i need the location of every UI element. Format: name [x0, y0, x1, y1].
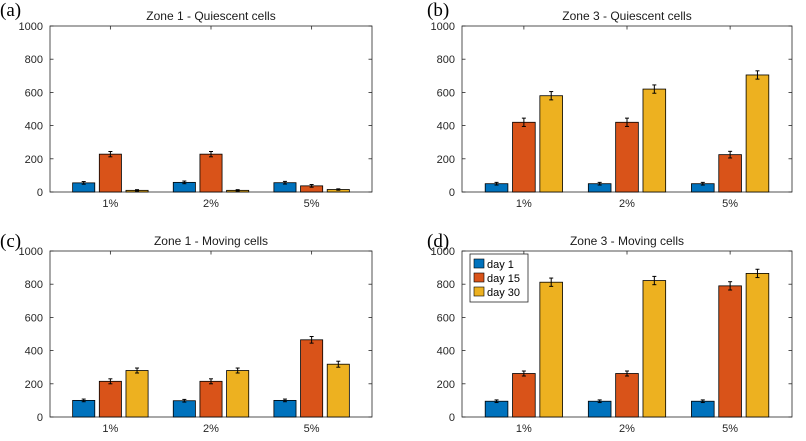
- panel-label: (d): [427, 231, 449, 252]
- y-tick-label: 0: [37, 187, 43, 199]
- bar-day-15-5pct: [300, 339, 324, 418]
- x-tick-label: 2%: [619, 423, 635, 435]
- x-tick-label: 5%: [304, 198, 320, 210]
- panel-title: Zone 1 - Moving cells: [154, 234, 268, 248]
- y-tick-label: 1000: [431, 246, 455, 258]
- y-tick-label: 1000: [19, 246, 43, 258]
- y-tick-label: 200: [437, 154, 455, 166]
- panel-label: (a): [0, 0, 21, 21]
- y-tick-label: 600: [437, 312, 455, 324]
- bar-day-1-1pct: [72, 399, 96, 418]
- y-tick-label: 800: [437, 54, 455, 66]
- x-tick-label: 1%: [516, 198, 532, 210]
- bar-day-15-1pct: [512, 373, 536, 418]
- y-tick-label: 800: [25, 54, 43, 66]
- panel-label: (c): [0, 231, 21, 252]
- y-tick-label: 400: [437, 346, 455, 358]
- bar-day-15-1pct: [98, 380, 122, 418]
- x-tick-label: 1%: [102, 198, 118, 210]
- y-tick-label: 600: [25, 87, 43, 99]
- legend-label: day 30: [487, 287, 520, 299]
- x-tick-label: 2%: [203, 198, 219, 210]
- bar-day-1-2pct: [587, 400, 612, 418]
- panel-title: Zone 1 - Quiescent cells: [146, 9, 275, 23]
- bar-day-30-2pct: [642, 280, 667, 418]
- y-tick-label: 0: [449, 412, 455, 424]
- chart-panel-4: 0 200 400 600 800 1000 1% 2% 5% Zone 3 - Moving c…: [427, 231, 793, 435]
- y-tick-label: 200: [25, 379, 43, 391]
- y-tick-label: 800: [25, 279, 43, 291]
- x-tick-label: 5%: [722, 198, 738, 210]
- bar-day-1-1pct: [484, 400, 509, 418]
- y-tick-label: 800: [437, 279, 455, 291]
- chart-panel-2: 0 200 400 600 800 1000 1% 2% 5% Zone 3 - Quiescen…: [427, 0, 793, 210]
- panel-label: (b): [427, 0, 449, 21]
- legend-swatch-day-30: [473, 286, 485, 297]
- bar-day-15-1pct: [98, 153, 122, 193]
- y-tick-label: 200: [25, 154, 43, 166]
- legend-label: day 1: [487, 259, 514, 271]
- x-tick-label: 2%: [203, 423, 219, 435]
- bar-day-15-2pct: [199, 380, 223, 418]
- legend: day 1 day 15 day 30: [469, 253, 529, 303]
- chart-panel-1: 0 200 400 600 800 1000 1% 2% 5% Zone 1 - Quiescen…: [0, 0, 373, 210]
- bar-day-15-2pct: [615, 121, 639, 193]
- y-tick-label: 200: [437, 379, 455, 391]
- bar-day-30-2pct: [226, 370, 250, 418]
- bar-day-30-2pct: [642, 88, 667, 193]
- y-tick-label: 0: [449, 187, 455, 199]
- bar-day-1-5pct: [691, 400, 715, 418]
- x-tick-label: 1%: [102, 423, 118, 435]
- y-tick-label: 400: [25, 346, 43, 358]
- bar-day-30-1pct: [539, 281, 563, 418]
- bar-day-15-5pct: [718, 154, 742, 193]
- bar-day-30-1pct: [539, 95, 563, 193]
- y-tick-label: 1000: [19, 21, 43, 33]
- x-tick-label: 2%: [619, 198, 635, 210]
- chart-panel-3: 0 200 400 600 800 1000 1% 2% 5% Zone 1 - Moving c…: [0, 231, 373, 435]
- y-tick-label: 600: [437, 87, 455, 99]
- legend-swatch-day-1: [473, 258, 485, 269]
- y-tick-label: 600: [25, 312, 43, 324]
- panel-title: Zone 3 - Quiescent cells: [562, 9, 691, 23]
- y-tick-label: 1000: [431, 21, 455, 33]
- bar-day-30-5pct: [326, 363, 350, 418]
- bar-day-15-1pct: [512, 121, 536, 193]
- bar-day-1-2pct: [172, 400, 196, 418]
- legend-swatch-day-15: [473, 272, 485, 283]
- y-tick-label: 400: [25, 121, 43, 133]
- bar-day-1-5pct: [273, 399, 297, 418]
- x-tick-label: 1%: [516, 423, 532, 435]
- bar-day-15-2pct: [199, 153, 223, 193]
- x-tick-label: 5%: [722, 423, 738, 435]
- bar-day-30-5pct: [745, 74, 770, 193]
- y-tick-label: 400: [437, 121, 455, 133]
- bar-day-30-5pct: [745, 273, 770, 418]
- y-tick-label: 0: [37, 412, 43, 424]
- legend-label: day 15: [487, 273, 520, 285]
- bar-day-15-2pct: [615, 373, 639, 418]
- bar-day-30-1pct: [125, 370, 149, 418]
- panel-title: Zone 3 - Moving cells: [570, 234, 684, 248]
- x-tick-label: 5%: [304, 423, 320, 435]
- bar-day-15-5pct: [718, 285, 742, 418]
